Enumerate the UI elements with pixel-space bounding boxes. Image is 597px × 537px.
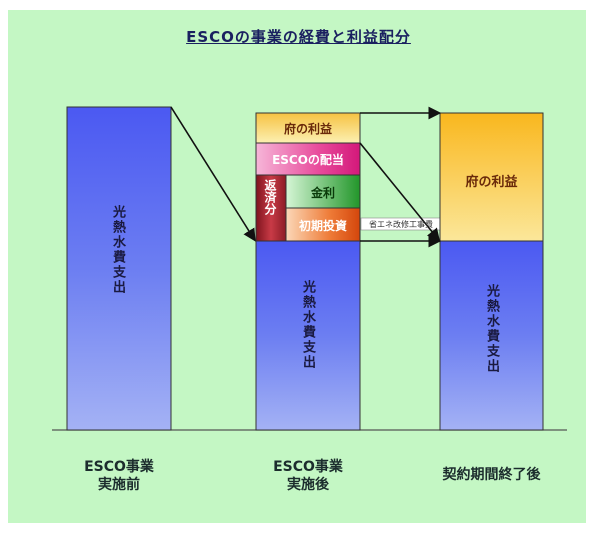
interest-label: 金利 — [310, 186, 335, 200]
diagram-title: ESCOの事業の経費と利益配分 — [186, 28, 411, 46]
initial-investment-label: 初期投資 — [298, 219, 347, 233]
repayment-segment — [255, 174, 287, 242]
during-city-profit-segment — [255, 112, 361, 144]
arrow-before-to-during — [170, 106, 256, 242]
esco-share-label: ESCOの配当 — [272, 153, 344, 167]
caption-during-line2: 実施後 — [287, 477, 329, 493]
during-city-profit-label: 府の利益 — [283, 122, 332, 136]
during-bar-label: 光熱水費支出 — [300, 280, 315, 370]
after-city-profit-label: 府の利益 — [465, 175, 518, 190]
caption-before-line1: ESCO事業 — [84, 459, 154, 475]
note-label: 省エネ改修工事費 — [369, 220, 433, 229]
before-bar-label: 光熱水費支出 — [110, 205, 125, 295]
interest-segment — [285, 174, 361, 209]
caption-after-line1: 契約期間終了後 — [442, 467, 541, 483]
caption-during: ESCO事業 実施後 — [256, 458, 360, 494]
after-city-profit-bar — [439, 112, 544, 242]
after-expense-bar — [439, 240, 544, 431]
arrow-share-to-after — [359, 142, 441, 242]
before-expense-bar — [66, 106, 172, 431]
caption-after: 契約期間終了後 — [430, 466, 553, 484]
caption-before: ESCO事業 実施前 — [67, 458, 171, 494]
after-bar-label: 光熱水費支出 — [484, 284, 499, 374]
initial-investment-segment — [285, 207, 361, 242]
caption-before-line2: 実施前 — [98, 477, 140, 493]
repayment-label: 返済分 — [263, 179, 277, 215]
caption-during-line1: ESCO事業 — [273, 459, 343, 475]
